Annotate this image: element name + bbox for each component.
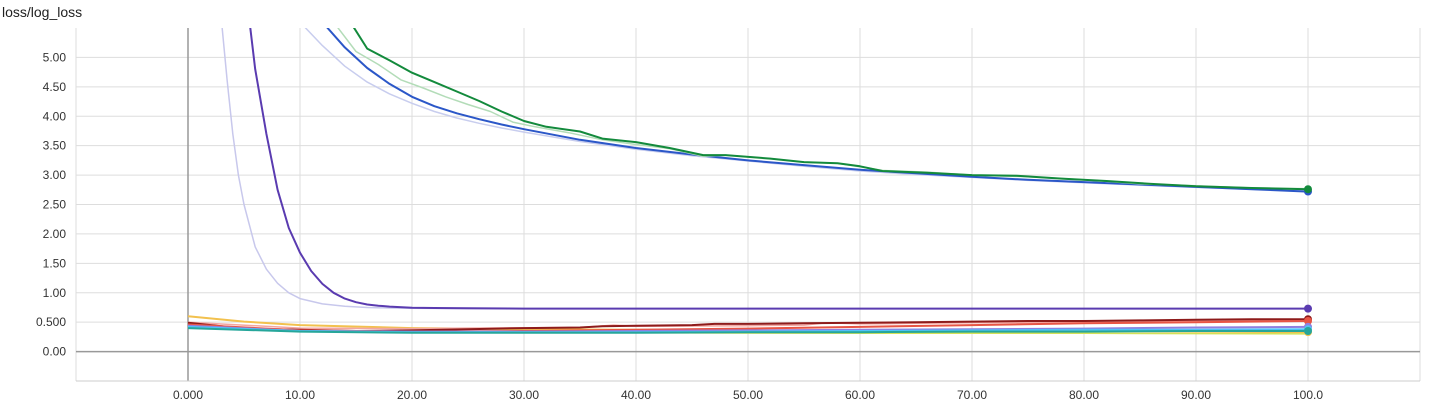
y-tick-label: 3.00 xyxy=(43,168,67,182)
y-tick-label: 0.500 xyxy=(36,315,66,329)
x-tick-label: 90.00 xyxy=(1181,388,1211,402)
x-tick-label: 10.00 xyxy=(285,388,315,402)
y-tick-label: 2.00 xyxy=(43,227,67,241)
x-tick-label: 70.00 xyxy=(957,388,987,402)
y-tick-label: 4.00 xyxy=(43,109,67,123)
x-tick-label: 30.00 xyxy=(509,388,539,402)
series-line-5[interactable] xyxy=(350,22,1309,191)
series-layer xyxy=(187,22,1309,335)
series-end-marker-5[interactable] xyxy=(1304,185,1312,194)
y-tick-label: 0.00 xyxy=(43,345,67,359)
series-line-1[interactable] xyxy=(249,22,1308,310)
series-end-marker-13[interactable] xyxy=(1304,326,1312,335)
chart-title: loss/log_loss xyxy=(2,4,83,20)
series-line-3[interactable] xyxy=(322,22,1309,193)
y-tick-label: 3.50 xyxy=(43,139,67,153)
series-end-marker-1[interactable] xyxy=(1304,304,1312,313)
x-tick-label: 0.000 xyxy=(173,388,203,402)
y-tick-label: 2.50 xyxy=(43,198,67,212)
series-line-8[interactable] xyxy=(187,319,1309,330)
x-tick-label: 50.00 xyxy=(733,388,763,402)
y-tick-label: 5.00 xyxy=(43,50,67,64)
y-tick-label: 1.50 xyxy=(43,256,67,270)
x-tick-label: 80.00 xyxy=(1069,388,1099,402)
axis-layer xyxy=(76,28,1420,382)
y-tick-label: 1.00 xyxy=(43,286,67,300)
x-tick-label: 40.00 xyxy=(621,388,651,402)
series-end-marker-10[interactable] xyxy=(1304,316,1312,325)
x-tick-label: 60.00 xyxy=(845,388,875,402)
series-line-0[interactable] xyxy=(221,22,1308,310)
marker-layer xyxy=(1304,185,1312,337)
y-tick-label: 4.50 xyxy=(43,80,67,94)
x-tick-label: 100.0 xyxy=(1293,388,1323,402)
x-tick-label: 20.00 xyxy=(397,388,427,402)
tick-label-layer: 0.00 0.500 1.00 1.50 2.00 2.50 3.00 3.50 4.00 4.5… xyxy=(36,50,1323,402)
series-line-13[interactable] xyxy=(187,327,1308,334)
